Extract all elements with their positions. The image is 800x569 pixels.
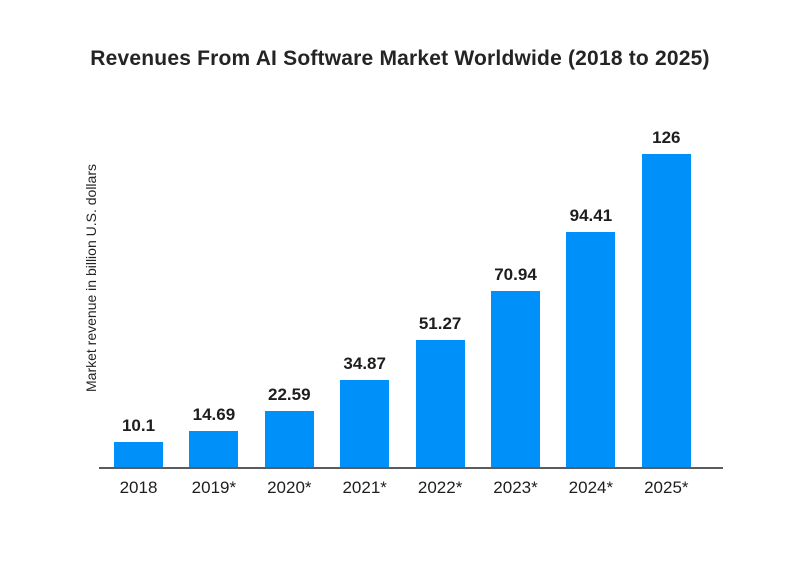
- bar: [641, 154, 691, 467]
- bar-value-label: 10.1: [121, 415, 156, 435]
- bar: [114, 441, 163, 467]
- x-tick-label: 2024*: [568, 478, 614, 497]
- x-axis-line: [99, 467, 723, 469]
- chart-title: Revenues From AI Software Market Worldwi…: [90, 47, 710, 70]
- bar-group: 70.94 2023*: [491, 130, 540, 497]
- x-tick-label: 2021*: [342, 478, 387, 497]
- bar-value-label: 22.59: [268, 384, 311, 404]
- bar: [491, 290, 540, 467]
- bar-value-label: 51.27: [418, 313, 462, 333]
- bar-group: 22.59 2020*: [264, 130, 314, 497]
- bar-value-label: 94.41: [569, 206, 613, 226]
- bar-group: 51.27 2022*: [415, 130, 465, 497]
- x-tick-label: 2023*: [493, 478, 538, 497]
- x-tick-label: 2025*: [644, 478, 689, 497]
- bar: [566, 232, 616, 467]
- bar-value-label: 34.87: [343, 354, 386, 374]
- bar: [415, 339, 465, 467]
- plot-area: 10.1 2018 14.69 2019* 22.59 2020* 34.87 2021* 51…: [99, 128, 723, 497]
- bar-value-label: 14.69: [192, 404, 236, 424]
- bar: [189, 430, 239, 467]
- bar-group: 14.69 2019*: [189, 130, 239, 497]
- x-tick-label: 2018: [119, 478, 158, 497]
- bar-group: 34.87 2021*: [340, 130, 390, 497]
- x-tick-label: 2022*: [417, 478, 463, 497]
- bar: [264, 410, 314, 467]
- bar-value-label: 126: [652, 128, 681, 147]
- bar-value-label: 70.94: [494, 264, 537, 284]
- y-axis-label: Market revenue in billion U.S. dollars: [83, 164, 99, 392]
- x-tick-label: 2020*: [267, 478, 312, 497]
- bar-group: 10.1 2018: [114, 130, 163, 497]
- bar-group: 126 2025*: [641, 128, 691, 497]
- bar: [340, 380, 390, 467]
- x-tick-label: 2019*: [191, 478, 237, 497]
- bar-group: 94.41 2024*: [566, 130, 616, 497]
